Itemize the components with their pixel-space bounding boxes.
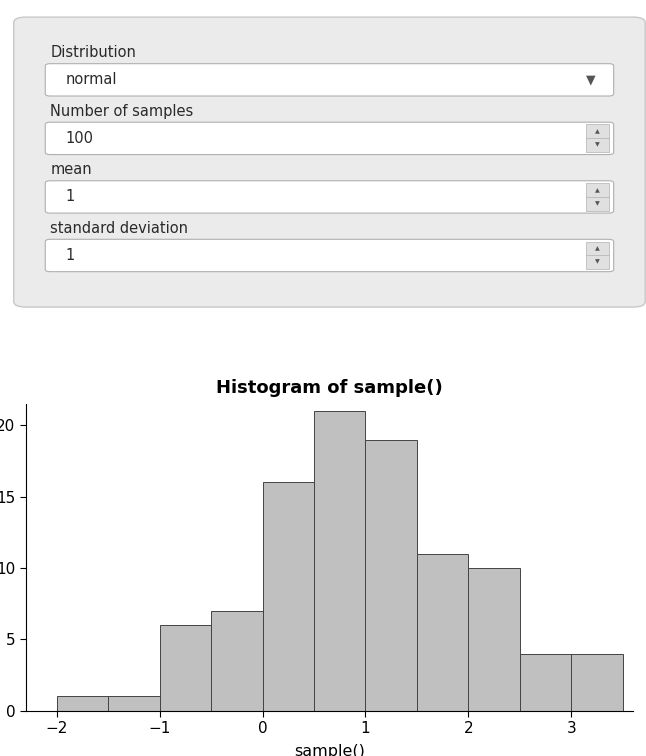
Bar bbox=[468, 568, 520, 711]
Text: ▼: ▼ bbox=[595, 259, 599, 265]
Text: ▼: ▼ bbox=[595, 201, 599, 206]
FancyBboxPatch shape bbox=[45, 240, 614, 271]
Bar bbox=[586, 183, 609, 211]
FancyBboxPatch shape bbox=[14, 17, 645, 307]
Bar bbox=[108, 696, 160, 711]
Bar bbox=[57, 696, 108, 711]
Bar bbox=[571, 654, 623, 711]
Bar bbox=[520, 654, 571, 711]
Bar bbox=[586, 242, 609, 269]
Bar bbox=[211, 611, 262, 711]
Text: 100: 100 bbox=[65, 131, 93, 146]
Bar bbox=[417, 553, 468, 711]
FancyBboxPatch shape bbox=[45, 181, 614, 213]
Bar bbox=[262, 482, 314, 711]
Bar bbox=[586, 125, 609, 152]
FancyBboxPatch shape bbox=[45, 64, 614, 96]
Text: Distribution: Distribution bbox=[50, 45, 136, 60]
Text: 1: 1 bbox=[65, 190, 74, 204]
FancyBboxPatch shape bbox=[45, 122, 614, 154]
Text: Number of samples: Number of samples bbox=[50, 104, 193, 119]
Text: mean: mean bbox=[50, 163, 92, 178]
Bar bbox=[366, 439, 417, 711]
Text: ▲: ▲ bbox=[595, 129, 599, 135]
Text: normal: normal bbox=[65, 73, 117, 88]
Bar bbox=[160, 625, 211, 711]
Text: ▼: ▼ bbox=[586, 73, 596, 86]
X-axis label: sample(): sample() bbox=[294, 745, 365, 756]
Text: ▼: ▼ bbox=[595, 142, 599, 147]
Text: ▲: ▲ bbox=[595, 246, 599, 252]
Text: ▲: ▲ bbox=[595, 188, 599, 193]
Text: standard deviation: standard deviation bbox=[50, 221, 188, 236]
Text: 1: 1 bbox=[65, 248, 74, 263]
Title: Histogram of sample(): Histogram of sample() bbox=[216, 379, 443, 397]
Bar bbox=[314, 411, 366, 711]
